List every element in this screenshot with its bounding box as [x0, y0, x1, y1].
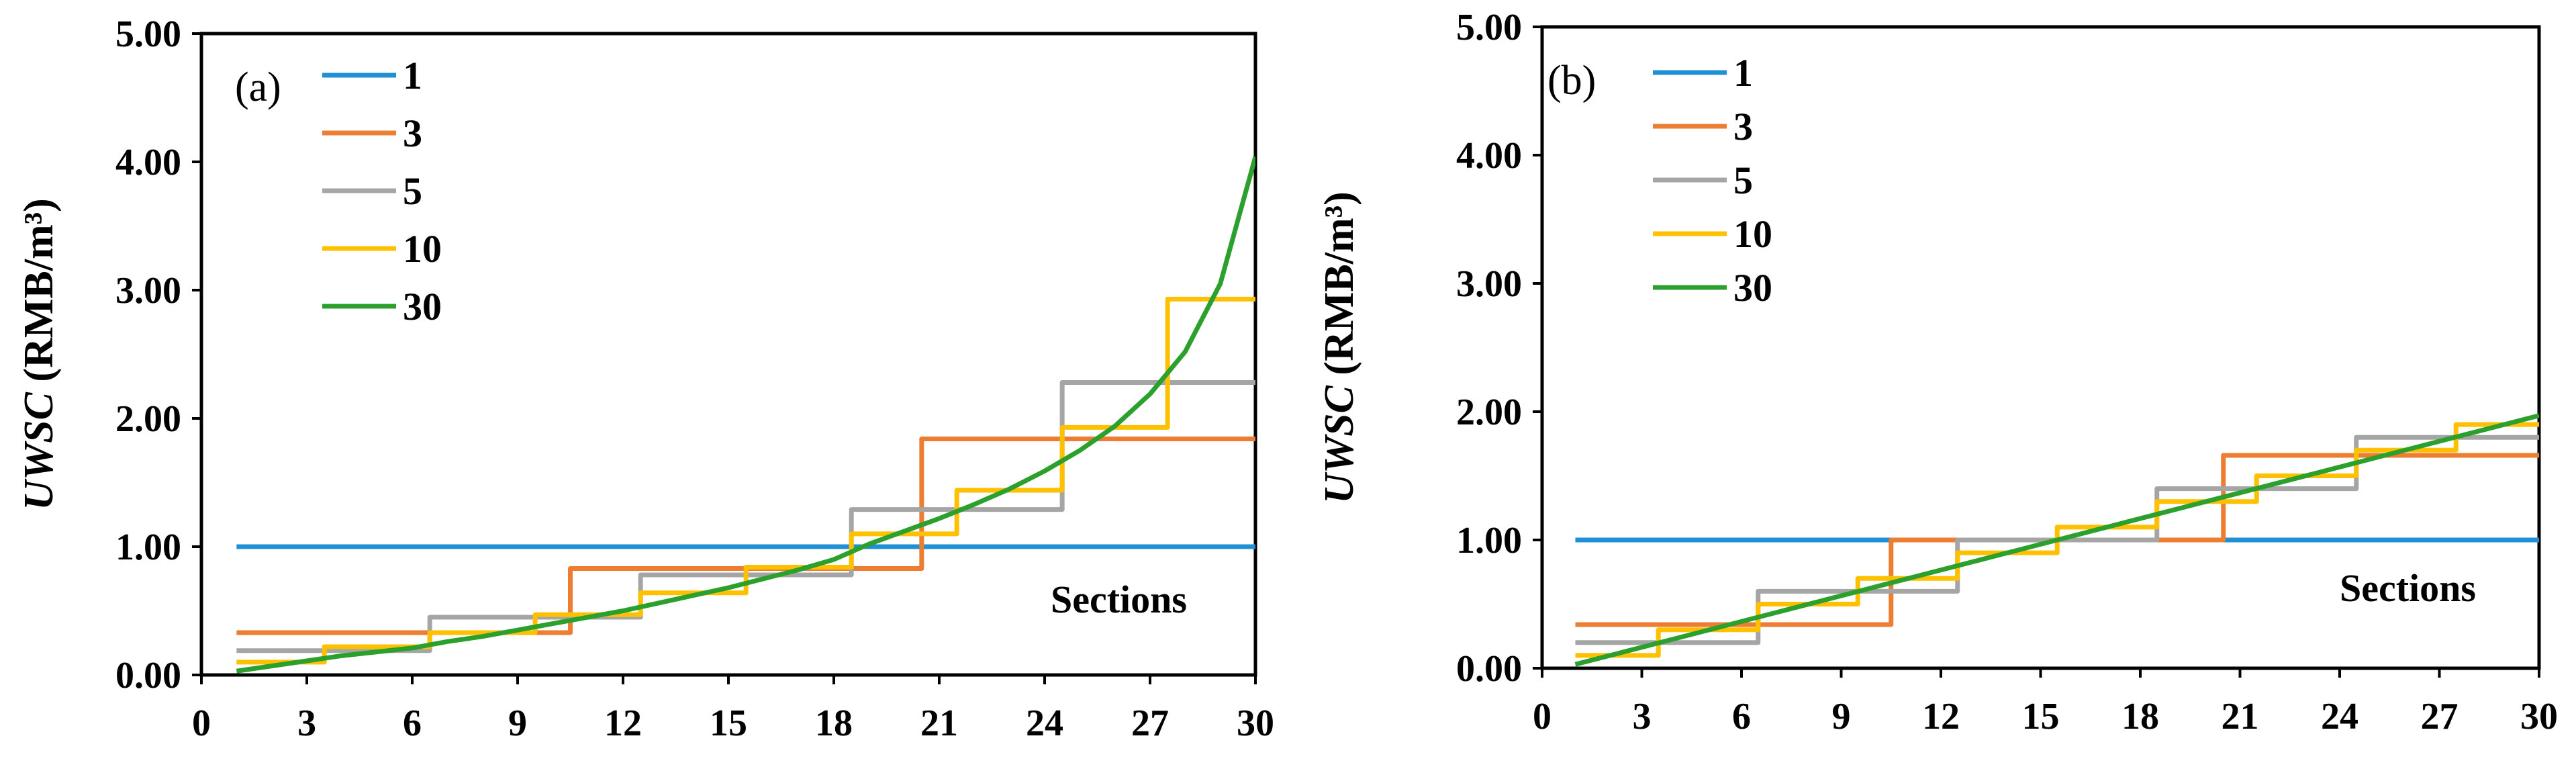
legend-label-1: 1: [403, 54, 422, 97]
chart-panel-a: 0.001.002.003.004.005.000 3 6 9 12 15 18 21 24 27…: [16, 13, 1274, 744]
panel-label: (b): [1547, 58, 1596, 103]
y-tick-label: 2.00: [1456, 392, 1522, 433]
x-tick-label: 12: [604, 702, 642, 744]
x-tick-label: 27: [1131, 702, 1169, 744]
plot-area: [236, 156, 1255, 674]
y-tick-label: 3.00: [1456, 263, 1522, 305]
plot-area: [1574, 413, 2539, 667]
legend-label-30: 30: [1733, 266, 1772, 310]
x-tick-label: 6: [403, 702, 422, 744]
x-tick-label: 12: [1922, 696, 1960, 737]
x-tick-label: 18: [815, 702, 853, 744]
x-tick-label: 9: [508, 702, 527, 744]
x-tick-label: 30: [1237, 702, 1274, 744]
y-tick-label: 3.00: [115, 270, 181, 312]
x-tick-label: 30: [2520, 696, 2558, 737]
legend-label-30: 30: [403, 285, 442, 328]
legend-label-3: 3: [1733, 105, 1753, 148]
x-tick-label: 3: [1633, 696, 1652, 737]
y-tick-label: 4.00: [115, 142, 181, 183]
legend-label-10: 10: [403, 227, 442, 271]
x-tick-label: 0: [1533, 696, 1552, 737]
x-tick-label: 6: [1732, 696, 1751, 737]
y-axis-label-unit: (RMB/m³): [1317, 191, 1362, 386]
legend-label-5: 5: [1733, 158, 1753, 202]
x-tick-label: 27: [2421, 696, 2459, 737]
x-tick-label: 21: [2222, 696, 2259, 737]
legend-label-3: 3: [403, 111, 422, 155]
panel-label: (a): [235, 64, 281, 110]
x-tick-label: 15: [710, 702, 747, 744]
x-tick-label: 9: [1832, 696, 1851, 737]
legend-label-5: 5: [403, 169, 422, 213]
y-axis-label-italic: UWSC: [16, 392, 62, 510]
y-tick-label: 5.00: [1456, 7, 1522, 48]
chart-panel-b: 0.001.002.003.004.005.000 3 6 9 12 15 18 21 24 27…: [1317, 7, 2558, 737]
y-tick-label: 1.00: [115, 527, 181, 568]
legend-label-10: 10: [1733, 212, 1772, 256]
y-axis-label: UWSC (RMB/m³): [1317, 191, 1362, 504]
x-tick-label: 24: [1026, 702, 1063, 744]
y-tick-label: 5.00: [115, 13, 181, 55]
y-tick-label: 2.00: [115, 398, 181, 440]
x-tick-label: 3: [297, 702, 316, 744]
y-axis-label-unit: (RMB/m³): [16, 198, 62, 392]
x-tick-label: 24: [2321, 696, 2358, 737]
y-axis-label: UWSC (RMB/m³): [16, 198, 62, 510]
x-tick-label: 15: [2022, 696, 2060, 737]
y-tick-label: 0.00: [1456, 648, 1522, 690]
y-axis-label-italic: UWSC: [1317, 385, 1362, 503]
y-tick-label: 0.00: [115, 655, 181, 696]
y-tick-label: 4.00: [1456, 135, 1522, 177]
sections-annotation: Sections: [1051, 578, 1187, 621]
sections-annotation: Sections: [2340, 566, 2476, 610]
y-tick-label: 1.00: [1456, 520, 1522, 561]
x-tick-label: 21: [920, 702, 958, 744]
series-line-30: [236, 156, 1255, 674]
x-tick-label: 18: [2121, 696, 2159, 737]
series-line-30: [1574, 413, 2539, 667]
legend-label-1: 1: [1733, 51, 1753, 95]
x-tick-label: 0: [192, 702, 211, 744]
